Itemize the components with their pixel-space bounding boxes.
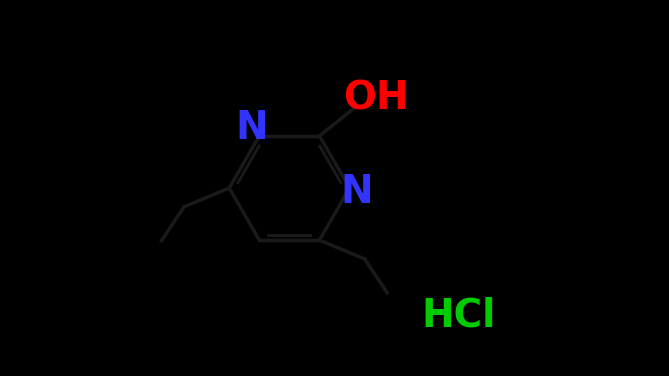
Text: OH: OH — [343, 79, 409, 117]
Text: HCl: HCl — [421, 297, 496, 335]
Text: N: N — [341, 173, 373, 211]
Text: N: N — [235, 109, 268, 147]
